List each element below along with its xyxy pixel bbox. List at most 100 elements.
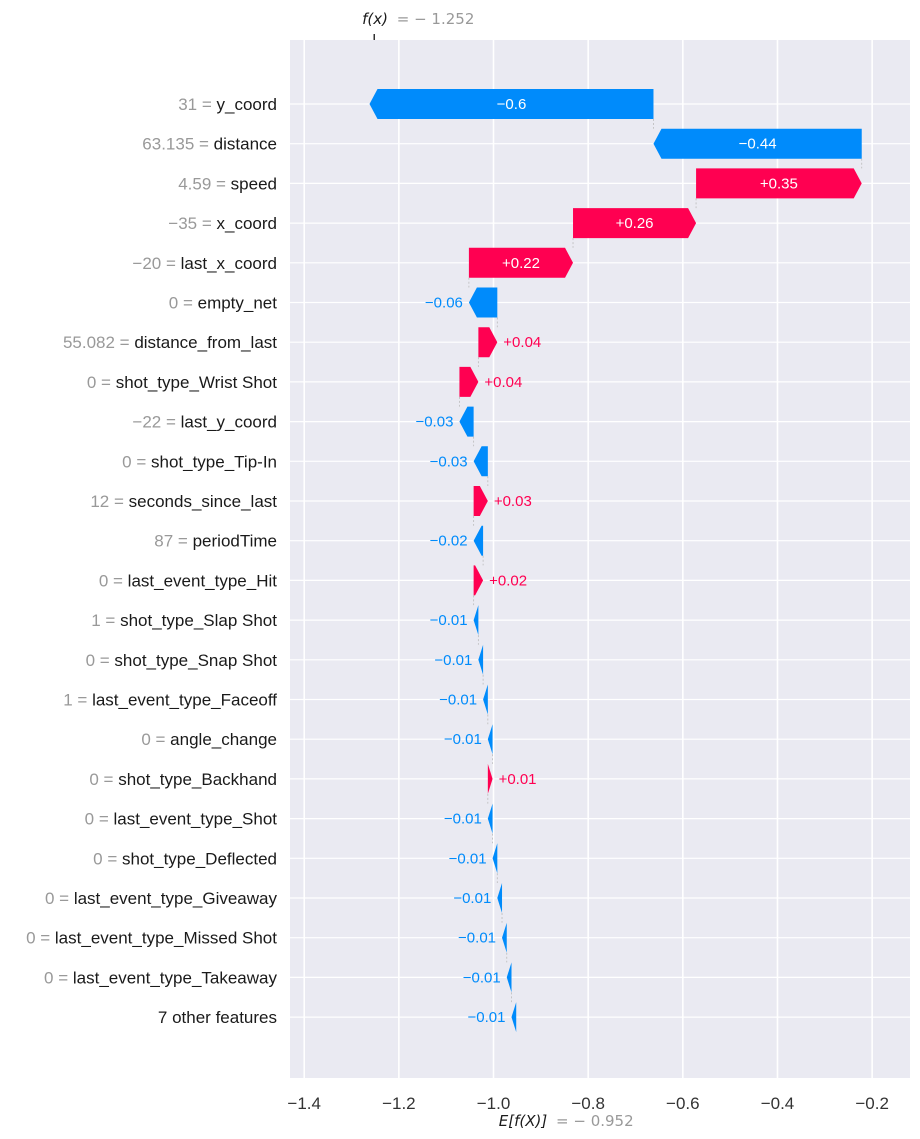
x-tick-label: −0.8 bbox=[571, 1094, 605, 1113]
feature-value: 0 = bbox=[169, 294, 198, 313]
bar-negative bbox=[473, 525, 484, 556]
feature-value: 87 = bbox=[154, 532, 192, 551]
bar-value-label: −0.01 bbox=[449, 850, 487, 867]
x-tick-label: −1.0 bbox=[477, 1094, 511, 1113]
feature-label: 87 = periodTime bbox=[154, 532, 277, 551]
feature-name: last_event_type_Hit bbox=[128, 571, 278, 590]
feature-value: 1 = bbox=[91, 611, 120, 630]
base-annotation: E[f(X)] = − 0.952 bbox=[499, 1112, 634, 1130]
feature-value: −20 = bbox=[132, 254, 180, 273]
feature-label: 0 = angle_change bbox=[141, 730, 277, 749]
feature-name: last_event_type_Shot bbox=[113, 810, 277, 829]
bar-negative bbox=[487, 724, 493, 755]
feature-value: 0 = bbox=[26, 929, 55, 948]
feature-value: 1 = bbox=[63, 691, 92, 710]
feature-value: 0 = bbox=[44, 968, 73, 987]
fx-label: f(x) = − 1.252 bbox=[362, 10, 474, 28]
feature-value: 0 = bbox=[122, 452, 151, 471]
feature-value: 55.082 = bbox=[63, 333, 134, 352]
feature-name: empty_net bbox=[198, 294, 278, 313]
feature-name: angle_change bbox=[170, 730, 277, 749]
bar-value-label: −0.01 bbox=[434, 652, 472, 669]
feature-label: 4.59 = speed bbox=[178, 174, 277, 193]
feature-label: 0 = shot_type_Deflected bbox=[93, 849, 277, 868]
feature-value: 0 = bbox=[85, 810, 114, 829]
feature-value: 12 = bbox=[90, 492, 128, 511]
x-axis-ticks: −1.4 −1.2 −1.0 −0.8 −0.6 −0.4 −0.2 bbox=[287, 1094, 889, 1113]
fx-symbol: f(x) bbox=[362, 10, 388, 28]
feature-name: last_event_type_Takeaway bbox=[73, 968, 278, 987]
feature-label: 0 = last_event_type_Hit bbox=[99, 571, 277, 590]
feature-label: −35 = x_coord bbox=[168, 214, 277, 233]
feature-label: 1 = last_event_type_Faceoff bbox=[63, 691, 277, 710]
feature-label: −22 = last_y_coord bbox=[132, 413, 277, 432]
feature-value: −35 = bbox=[168, 214, 216, 233]
bar-negative bbox=[483, 684, 488, 715]
feature-value: 0 = bbox=[45, 889, 74, 908]
bar-positive bbox=[573, 208, 697, 239]
feature-label: 0 = last_event_type_Missed Shot bbox=[26, 929, 277, 948]
bar-value-label: +0.35 bbox=[760, 175, 798, 192]
bar-value-label: −0.06 bbox=[425, 295, 463, 312]
feature-value: 0 = bbox=[86, 651, 115, 670]
bar-positive bbox=[473, 565, 484, 596]
feature-name: shot_type_Wrist Shot bbox=[116, 373, 278, 392]
feature-value: 0 = bbox=[87, 373, 116, 392]
base-symbol: E[f(X)] bbox=[499, 1112, 548, 1130]
bars: −0.6 −0.44 +0.35 +0.26 +0.22 −0.06 +0.04 +0.04 −… bbox=[369, 89, 863, 1033]
bar-negative bbox=[369, 89, 654, 119]
bar-value-label: −0.01 bbox=[463, 969, 501, 986]
bar-value-label: +0.02 bbox=[489, 572, 527, 589]
feature-label: −20 = last_x_coord bbox=[132, 254, 277, 273]
feature-name: periodTime bbox=[193, 532, 277, 551]
bar-value-label: −0.01 bbox=[468, 1009, 506, 1026]
feature-name: last_event_type_Missed Shot bbox=[55, 929, 277, 948]
feature-label: 55.082 = distance_from_last bbox=[63, 333, 277, 352]
bar-negative bbox=[478, 644, 484, 675]
x-tick-label: −1.4 bbox=[287, 1094, 321, 1113]
feature-name: y_coord bbox=[217, 95, 277, 114]
bar-positive bbox=[473, 486, 488, 516]
feature-value: 0 = bbox=[141, 730, 170, 749]
feature-label: 0 = shot_type_Wrist Shot bbox=[87, 373, 277, 392]
base-value: = − 0.952 bbox=[556, 1112, 634, 1130]
x-tick-label: −0.6 bbox=[666, 1094, 700, 1113]
bar-positive bbox=[468, 247, 574, 278]
bar-value-label: −0.03 bbox=[430, 453, 468, 470]
feature-name: shot_type_Snap Shot bbox=[114, 651, 277, 670]
bar-value-label: −0.6 bbox=[497, 96, 527, 113]
feature-label: 0 = shot_type_Backhand bbox=[89, 770, 277, 789]
bar-value-label: +0.22 bbox=[502, 255, 540, 272]
bar-value-label: −0.01 bbox=[430, 612, 468, 629]
bar-value-label: −0.44 bbox=[739, 136, 777, 153]
feature-name: last_event_type_Giveaway bbox=[74, 889, 278, 908]
feature-label: 7 other features bbox=[158, 1008, 277, 1027]
bar-value-label: +0.04 bbox=[484, 374, 522, 391]
bar-value-label: −0.01 bbox=[439, 692, 477, 709]
feature-name: seconds_since_last bbox=[129, 492, 278, 511]
feature-label: 31 = y_coord bbox=[178, 95, 277, 114]
bar-value-label: −0.02 bbox=[430, 533, 468, 550]
feature-value: 31 = bbox=[178, 95, 216, 114]
bar-value-label: −0.03 bbox=[415, 414, 453, 431]
bar-positive bbox=[696, 168, 862, 199]
feature-value: 0 = bbox=[89, 770, 118, 789]
feature-name: shot_type_Backhand bbox=[118, 770, 277, 789]
bar-positive bbox=[459, 366, 479, 397]
bar-value-label: −0.01 bbox=[444, 731, 482, 748]
bar-negative bbox=[492, 843, 498, 874]
feature-label: 0 = last_event_type_Shot bbox=[85, 810, 278, 829]
bar-value-label: +0.03 bbox=[494, 493, 532, 510]
feature-name: distance bbox=[214, 135, 277, 154]
bar-negative bbox=[497, 883, 503, 913]
bar-negative bbox=[459, 406, 474, 437]
bar-negative bbox=[502, 922, 507, 953]
bar-positive bbox=[478, 327, 498, 358]
bar-negative bbox=[473, 605, 479, 636]
feature-name: shot_type_Tip-In bbox=[151, 452, 277, 471]
feature-name: 7 other features bbox=[158, 1008, 277, 1027]
x-tick-label: −1.2 bbox=[382, 1094, 416, 1113]
feature-label: 0 = shot_type_Snap Shot bbox=[86, 651, 278, 670]
x-tick-label: −0.4 bbox=[761, 1094, 795, 1113]
